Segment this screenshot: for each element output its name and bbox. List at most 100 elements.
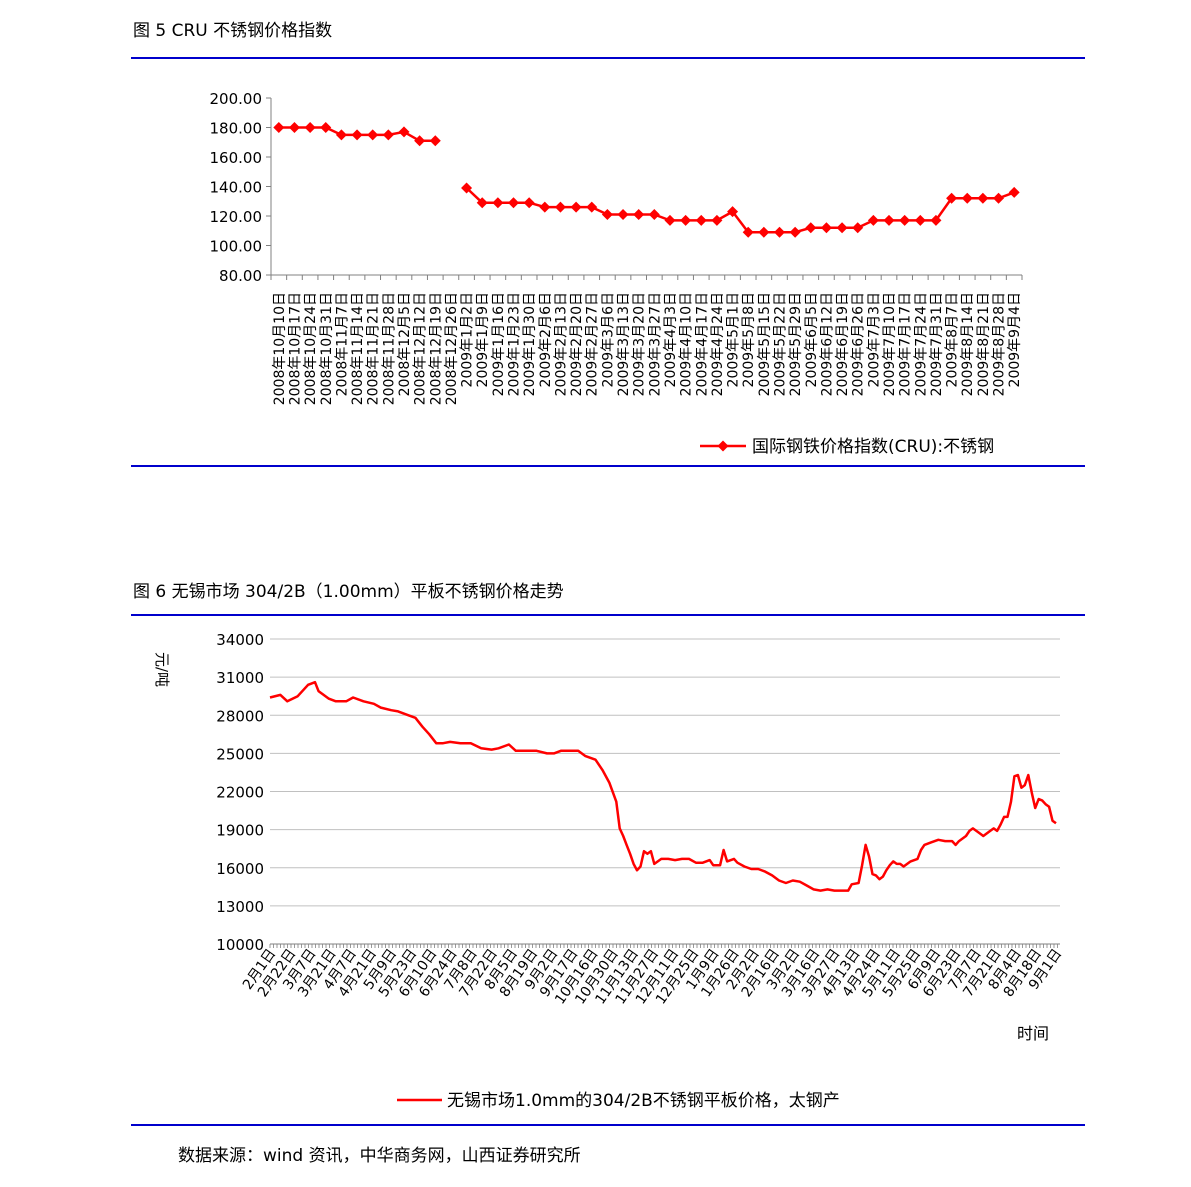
x-tick-label: 2009年6月19日	[835, 292, 851, 396]
y-tick-label: 160.00	[210, 149, 263, 167]
data-point-marker	[570, 201, 582, 213]
y-tick-label: 80.00	[219, 267, 262, 285]
data-point-marker	[523, 197, 535, 209]
data-point-marker	[789, 226, 801, 238]
data-point-marker	[993, 192, 1005, 204]
data-point-marker	[492, 197, 504, 209]
x-tick-label: 2008年11月28日	[381, 292, 397, 405]
data-point-marker	[946, 192, 958, 204]
y-tick-label: 28000	[216, 707, 264, 725]
y-tick-label: 100.00	[210, 238, 263, 256]
x-tick-label: 2008年12月12日	[413, 292, 429, 405]
x-tick-label: 2009年1月23日	[507, 292, 523, 396]
data-point-marker	[914, 214, 926, 226]
x-tick-label: 2008年10月31日	[319, 292, 335, 405]
y-tick-label: 120.00	[210, 208, 263, 226]
data-point-marker	[680, 214, 692, 226]
figure2-top-rule	[131, 614, 1085, 616]
x-tick-label: 2008年12月5日	[397, 292, 413, 396]
x-tick-label: 2008年11月14日	[350, 292, 366, 405]
x-tick-label: 2009年8月28日	[992, 292, 1008, 396]
x-tick-label: 2009年7月17日	[898, 292, 914, 396]
x-tick-label: 2009年1月16日	[491, 292, 507, 396]
y-tick-label: 140.00	[210, 179, 263, 197]
figure1-top-rule	[131, 57, 1085, 59]
data-point-marker	[664, 214, 676, 226]
x-tick-label: 2009年2月27日	[585, 292, 601, 396]
data-point-marker	[633, 209, 645, 221]
x-tick-label: 2009年3月27日	[647, 292, 663, 396]
x-tick-label: 2009年7月10日	[882, 292, 898, 396]
x-tick-label: 2009年6月5日	[804, 292, 820, 387]
data-point-marker	[273, 122, 285, 133]
x-tick-label: 2009年1月9日	[475, 292, 491, 387]
x-tick-label: 2009年5月22日	[772, 292, 788, 396]
x-tick-label: 2008年10月17日	[287, 292, 303, 405]
data-point-marker	[476, 197, 488, 209]
data-point-marker	[852, 222, 864, 234]
y-tick-label: 34000	[216, 631, 264, 649]
data-point-marker	[335, 129, 347, 141]
data-point-marker	[554, 201, 566, 213]
x-tick-label: 2008年12月19日	[428, 292, 444, 405]
figure2-title: 图 6 无锡市场 304/2B（1.00mm）平板不锈钢价格走势	[133, 582, 564, 602]
x-tick-label: 2009年2月13日	[553, 292, 569, 396]
data-point-marker	[883, 214, 895, 226]
data-point-marker	[617, 209, 629, 221]
data-point-marker	[508, 197, 520, 209]
data-point-marker	[977, 192, 989, 204]
data-point-marker	[351, 129, 363, 141]
x-tick-label: 2008年12月26日	[444, 292, 460, 405]
x-tick-label: 2009年3月13日	[616, 292, 632, 396]
x-tick-label: 2009年4月10日	[679, 292, 695, 396]
data-point-marker	[867, 214, 879, 226]
x-tick-label: 2009年8月21日	[976, 292, 992, 396]
x-tick-label: 2009年5月15日	[757, 292, 773, 396]
data-point-marker	[961, 192, 973, 204]
x-tick-label: 2009年6月26日	[851, 292, 867, 396]
x-tick-label: 2008年11月7日	[334, 292, 350, 396]
data-point-marker	[398, 126, 410, 138]
y-axis-title: 元/吨	[153, 652, 171, 687]
figure1-title: 图 5 CRU 不锈钢价格指数	[133, 21, 333, 41]
y-tick-label: 13000	[216, 898, 264, 916]
x-tick-label: 2009年8月7日	[945, 292, 961, 387]
x-tick-label: 2009年9月4日	[1007, 292, 1023, 387]
data-point-marker	[429, 135, 441, 147]
x-tick-label: 2008年10月10日	[272, 292, 288, 405]
wuxi-price-chart: 34000 31000 28000 25000 22000 19000 16000 13000…	[153, 631, 1065, 1111]
data-point-marker	[711, 214, 723, 226]
x-tick-label: 2009年2月6日	[538, 292, 554, 387]
x-tick-label: 2009年5月29日	[788, 292, 804, 396]
data-point-marker	[288, 122, 300, 133]
x-tick-label: 2009年7月3日	[866, 292, 882, 387]
legend-label: 国际钢铁价格指数(CRU):不锈钢	[752, 437, 994, 457]
data-point-marker	[805, 222, 817, 234]
x-tick-label: 2009年5月1日	[726, 292, 742, 387]
data-point-marker	[320, 122, 332, 133]
data-point-marker	[367, 129, 379, 141]
data-point-marker	[304, 122, 316, 133]
x-tick-label: 2008年10月24日	[303, 292, 319, 405]
x-tick-label: 2009年7月31日	[929, 292, 945, 396]
y-tick-label: 25000	[216, 745, 264, 763]
y-tick-label: 180.00	[210, 120, 263, 138]
y-tick-label: 22000	[216, 784, 264, 802]
data-point-marker	[586, 201, 598, 213]
data-point-marker	[820, 222, 832, 234]
x-tick-label: 2009年6月12日	[819, 292, 835, 396]
data-point-marker	[382, 129, 394, 141]
legend-label: 无锡市场1.0mm的304/2B不锈钢平板价格，太钢产	[447, 1091, 840, 1111]
data-point-marker	[758, 226, 770, 238]
data-point-marker	[695, 214, 707, 226]
x-tick-label: 2009年7月24日	[913, 292, 929, 396]
data-point-marker	[899, 214, 911, 226]
x-tick-label: 2009年2月20日	[569, 292, 585, 396]
data-point-marker	[1008, 186, 1020, 198]
y-tick-label: 19000	[216, 822, 264, 840]
x-tick-label: 2008年11月21日	[366, 292, 382, 405]
price-series-line	[269, 680, 1057, 892]
legend-marker	[717, 440, 729, 452]
data-point-marker	[461, 182, 473, 194]
x-tick-label: 2009年3月6日	[600, 292, 616, 387]
